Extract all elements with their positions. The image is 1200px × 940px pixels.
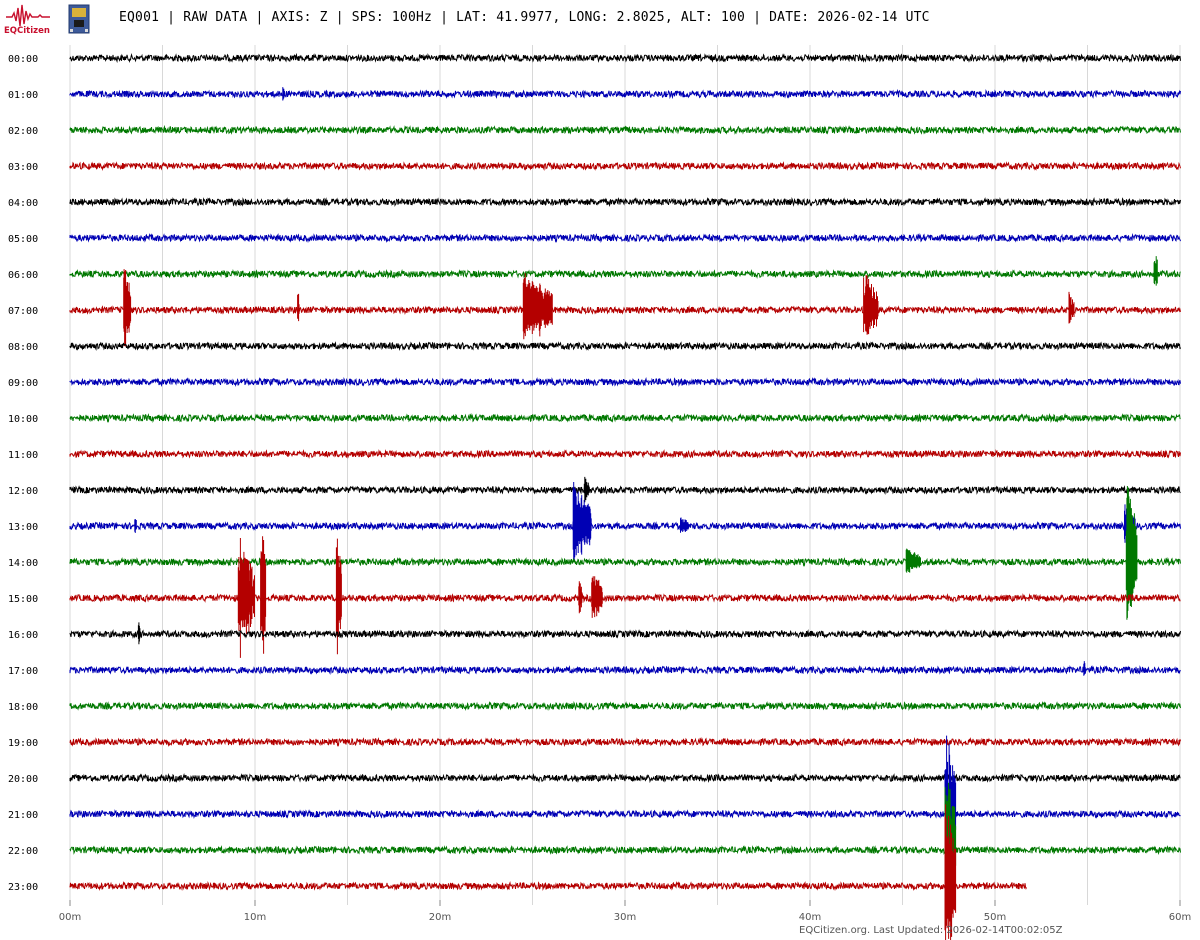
trace-23:00	[69, 880, 1027, 892]
x-tick-label: 60m	[1169, 912, 1191, 923]
x-tick-label: 20m	[429, 912, 451, 923]
x-tick-label: 10m	[244, 912, 266, 923]
row-hour-label: 09:00	[8, 378, 38, 389]
seismic-event	[591, 576, 603, 618]
row-hour-label: 20:00	[8, 774, 38, 785]
seismic-event	[522, 273, 553, 340]
trace-06:00	[69, 268, 1181, 280]
trace-00:00	[69, 52, 1181, 64]
row-hour-label: 22:00	[8, 846, 38, 857]
x-tick-label: 40m	[799, 912, 821, 923]
row-hour-label: 21:00	[8, 810, 38, 821]
seismic-event	[1153, 256, 1158, 286]
trace-10:00	[69, 412, 1181, 424]
row-hour-label: 12:00	[8, 486, 38, 497]
row-hour-label: 06:00	[8, 270, 38, 281]
x-tick-label: 30m	[614, 912, 636, 923]
trace-12:00	[69, 485, 1181, 496]
row-hour-label: 10:00	[8, 414, 38, 425]
trace-21:00	[69, 809, 1181, 820]
trace-16:00	[69, 629, 1181, 640]
row-hour-label: 15:00	[8, 594, 38, 605]
logo-text: EQCitizen	[4, 26, 50, 36]
seismic-event	[1125, 486, 1138, 620]
row-hour-label: 19:00	[8, 738, 38, 749]
x-axis: 00m 10m 20m 30m 40m 50m 60m	[59, 900, 1191, 923]
row-hour-label: 03:00	[8, 162, 38, 173]
row-hour-label: 13:00	[8, 522, 38, 533]
row-hour-label: 16:00	[8, 630, 38, 641]
row-hour-label: 14:00	[8, 558, 38, 569]
seismic-event	[1083, 661, 1086, 676]
seismic-event	[297, 293, 300, 322]
seismic-event	[905, 548, 921, 573]
trace-03:00	[69, 161, 1181, 172]
row-hour-label: 04:00	[8, 198, 38, 209]
row-hour-label: 05:00	[8, 234, 38, 245]
trace-17:00	[69, 664, 1181, 675]
trace-07:00	[69, 305, 1181, 316]
seismic-event	[863, 275, 879, 335]
seismic-event	[944, 804, 957, 940]
row-hour-label: 01:00	[8, 90, 38, 101]
grid-lines	[69, 45, 1181, 905]
trace-09:00	[69, 376, 1181, 388]
seismograph-logo-icon: EQCitizen	[4, 4, 50, 36]
seismic-event	[680, 517, 690, 533]
trace-04:00	[69, 196, 1181, 207]
trace-02:00	[69, 124, 1181, 135]
seismic-event	[137, 622, 141, 645]
trace-14:00	[69, 556, 1181, 568]
row-hour-label: 00:00	[8, 54, 38, 65]
seismic-event	[583, 476, 590, 503]
row-hour-label: 07:00	[8, 306, 38, 317]
row-hour-label: 11:00	[8, 450, 38, 461]
trace-11:00	[69, 449, 1181, 460]
seismic-event	[1068, 291, 1075, 324]
seismic-event	[282, 87, 285, 101]
seismic-event	[572, 482, 592, 562]
row-hour-label: 18:00	[8, 702, 38, 713]
trace-20:00	[69, 772, 1181, 784]
seismic-event	[123, 269, 132, 347]
seismic-event	[237, 538, 255, 658]
last-updated-footer: EQCitizen.org. Last Updated: 2026-02-14T…	[799, 925, 1063, 936]
seismic-event	[260, 536, 267, 654]
trace-08:00	[69, 340, 1181, 351]
trace-05:00	[69, 232, 1181, 244]
seismic-event	[578, 581, 583, 614]
row-hour-label: 08:00	[8, 342, 38, 353]
row-hour-label: 23:00	[8, 882, 38, 893]
seismic-event	[335, 538, 342, 655]
eqcitizen-logo: EQCitizen	[4, 2, 56, 36]
chart-header-title: EQ001 | RAW DATA | AXIS: Z | SPS: 100Hz …	[119, 10, 930, 25]
trace-13:00	[69, 520, 1181, 531]
x-tick-label: 50m	[984, 912, 1006, 923]
row-hour-label: 17:00	[8, 666, 38, 677]
trace-22:00	[69, 844, 1181, 855]
sensor-board-icon	[68, 4, 90, 34]
trace-01:00	[69, 88, 1181, 100]
trace-18:00	[69, 700, 1181, 711]
row-hour-label: 02:00	[8, 126, 38, 137]
x-tick-label: 00m	[59, 912, 81, 923]
seismic-event	[134, 519, 137, 533]
trace-19:00	[69, 736, 1181, 748]
